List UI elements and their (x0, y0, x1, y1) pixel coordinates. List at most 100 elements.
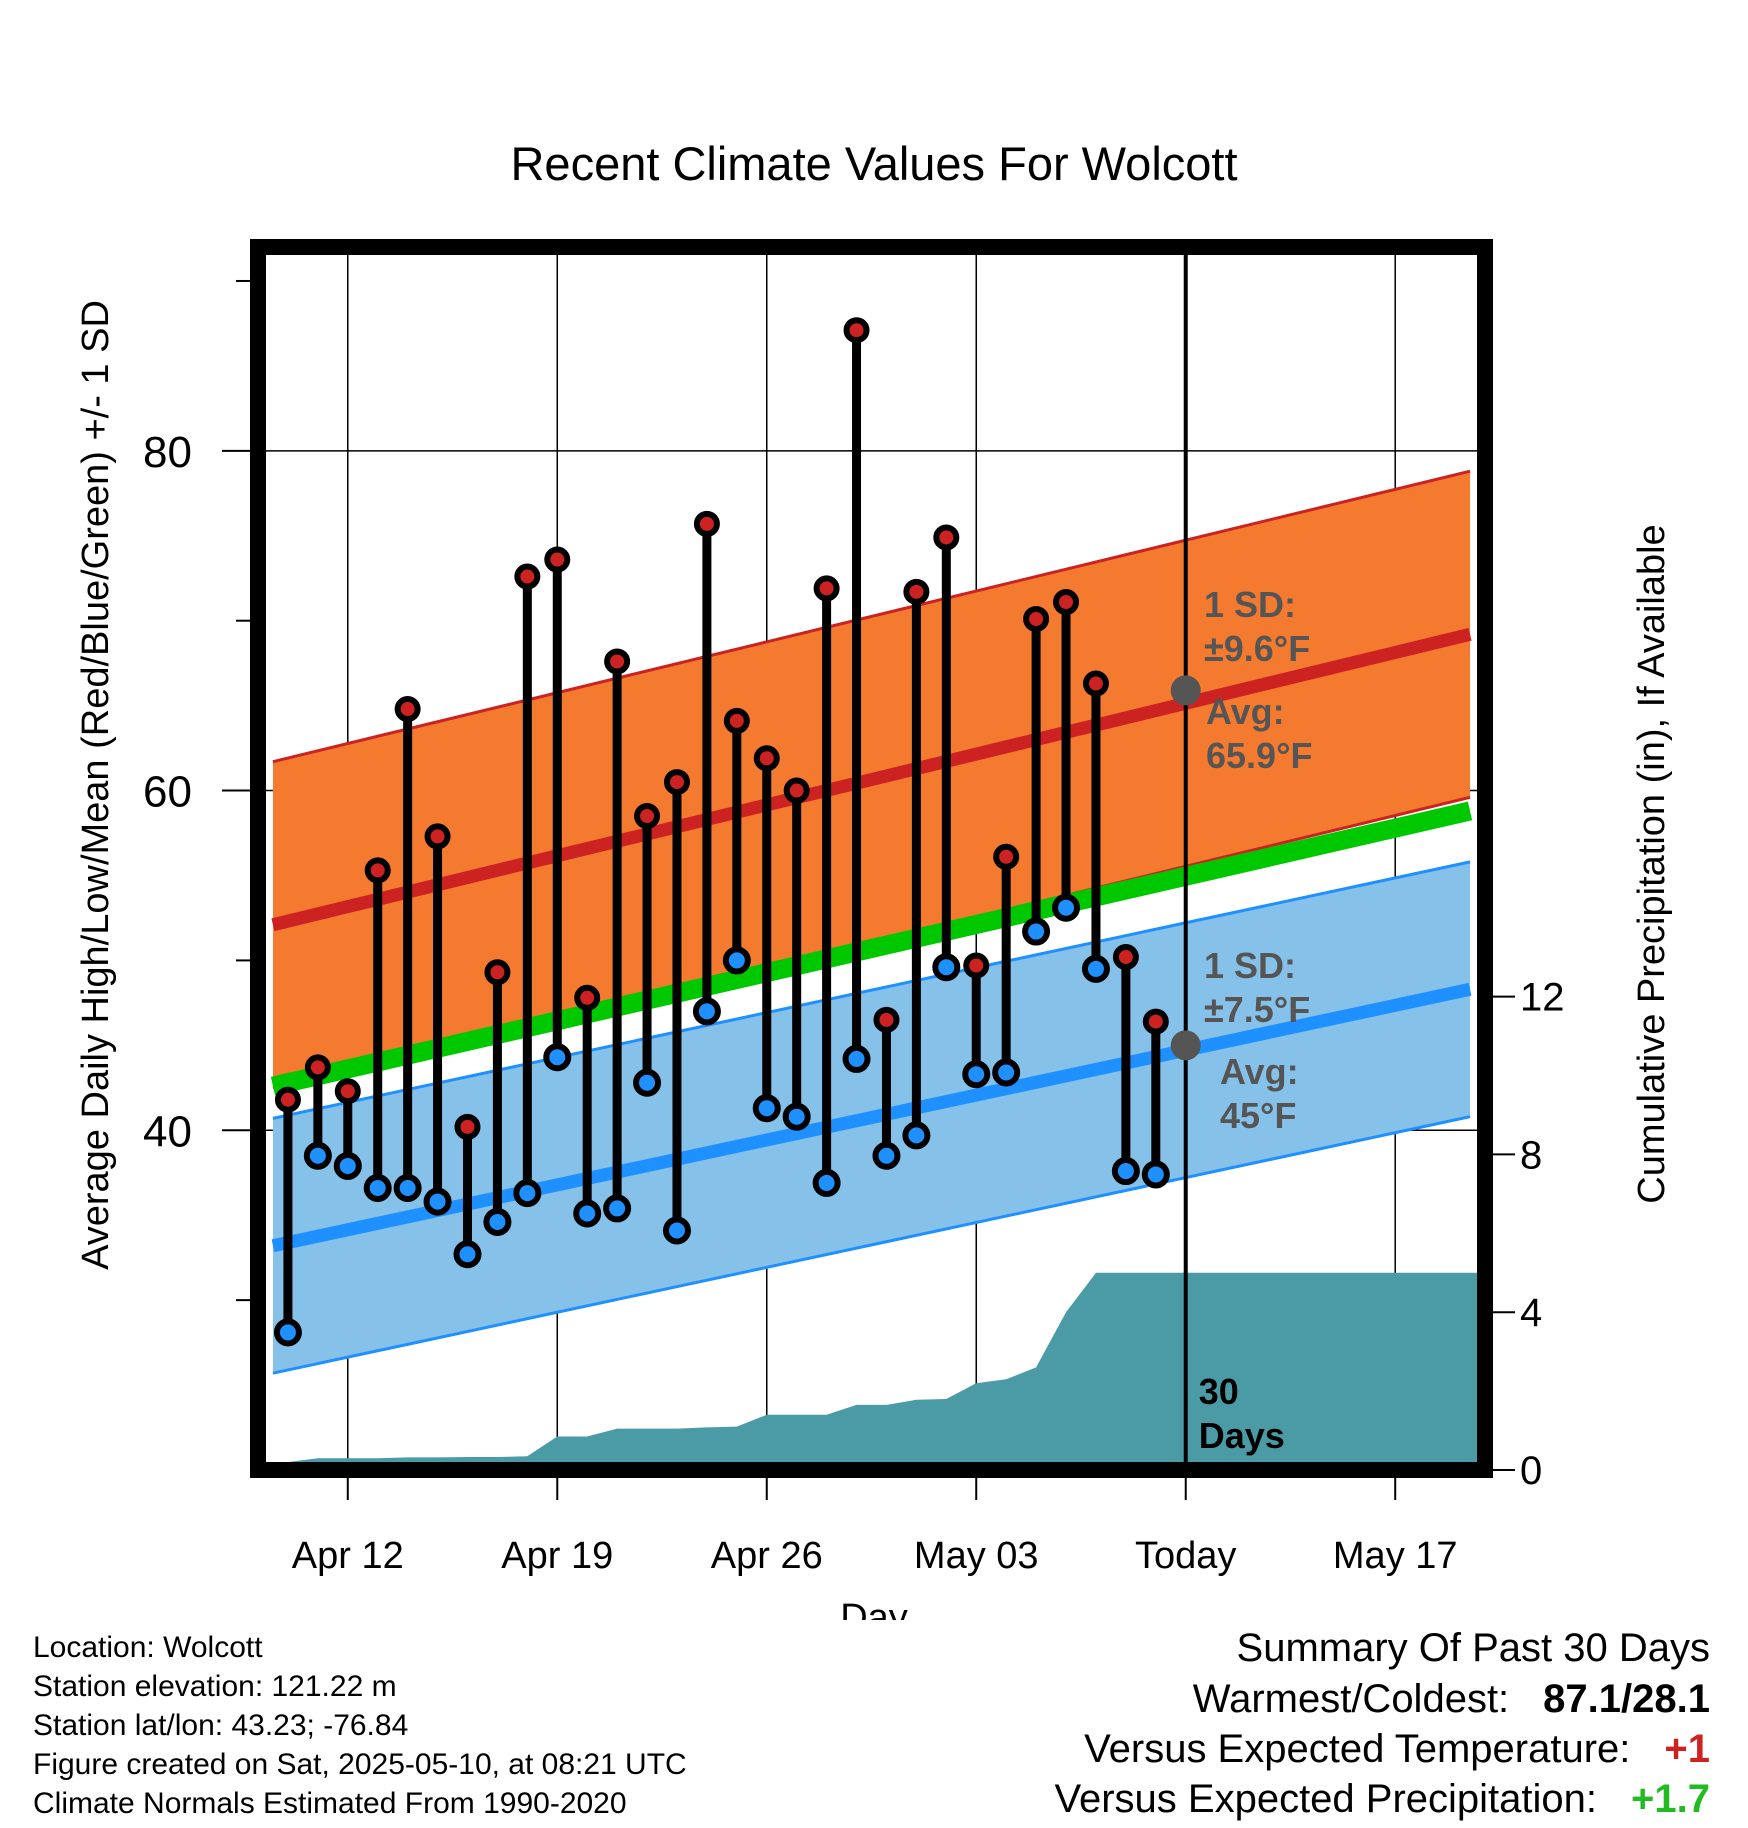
climate-chart: Recent Climate Values For Wolcott 30Days… (75, 137, 1673, 1620)
daily-low-dot (513, 1179, 542, 1208)
x-tick-label: Apr 19 (501, 1535, 613, 1577)
low-avg-label: Avg: (1220, 1051, 1299, 1092)
today-days-label: Days (1199, 1415, 1285, 1456)
daily-high-dot (394, 696, 421, 723)
today-high-avg-dot (1170, 675, 1201, 706)
daily-low-dot (1052, 893, 1081, 922)
y-tick-label-left: 80 (143, 428, 192, 477)
daily-high-dot (454, 1113, 481, 1140)
daily-low-dot (363, 1174, 392, 1203)
high-sd-label: 1 SD: (1204, 584, 1296, 625)
precip-label: Versus Expected Precipitation: (1054, 1777, 1598, 1821)
daily-low-dot (812, 1168, 841, 1197)
daily-high-dot (1082, 670, 1109, 697)
summary-row-precip: Versus Expected Precipitation: +1.7 (1055, 1774, 1711, 1824)
daily-low-dot (692, 997, 721, 1026)
daily-high-dot (903, 578, 930, 605)
y-tick-label-right: 4 (1520, 1291, 1542, 1335)
daily-high-dot (574, 984, 601, 1011)
created-text: Figure created on Sat, 2025-05-10, at 08… (33, 1748, 687, 1781)
daily-low-dot (453, 1240, 482, 1269)
daily-low-dot (543, 1043, 572, 1072)
daily-dots (273, 317, 1170, 1347)
daily-high-dot (634, 803, 661, 830)
daily-low-dot (633, 1068, 662, 1097)
axes: Apr 12 Apr 19 Apr 26 May 03 Today May 1740608… (143, 279, 1565, 1577)
y-tick-label-right: 0 (1520, 1449, 1542, 1493)
x-tick-label: Apr 12 (292, 1535, 404, 1577)
daily-high-dot (1112, 944, 1139, 971)
daily-low-dot (752, 1094, 781, 1123)
normal-high-line (271, 627, 1472, 932)
daily-low-dot (662, 1216, 691, 1245)
normal-mean-line (270, 801, 1473, 1096)
y-tick-label-right: 12 (1520, 976, 1565, 1020)
plot-frame (250, 239, 1493, 1478)
warmest-value: 87.1/28.1 (1543, 1677, 1710, 1721)
daily-low-dot (902, 1121, 931, 1150)
daily-low-dot (992, 1058, 1021, 1087)
high-sd-band-upper-edge (272, 469, 1471, 764)
daily-high-dot (334, 1078, 361, 1105)
daily-low-dot (722, 946, 751, 975)
daily-low-dot (962, 1060, 991, 1089)
today-low-avg-dot (1170, 1030, 1201, 1061)
daily-high-dot (753, 745, 780, 772)
daily-high-dot (813, 575, 840, 602)
x-tick-label: May 03 (914, 1535, 1039, 1577)
daily-high-dot (604, 648, 631, 675)
daily-high-dot (993, 843, 1020, 870)
daily-high-dot (1053, 589, 1080, 616)
daily-high-dot (274, 1086, 301, 1113)
latlon-text: Station lat/lon: 43.23; -76.84 (33, 1709, 409, 1742)
daily-high-dot (783, 777, 810, 804)
summary-row-temp: Versus Expected Temperature: +1 (1055, 1724, 1710, 1774)
daily-low-dot (423, 1187, 452, 1216)
precipitation-area (258, 1272, 1485, 1470)
daily-high-dot (514, 563, 541, 590)
daily-low-dot (782, 1102, 811, 1131)
low-sd-band-lower-edge (272, 1115, 1471, 1375)
high-avg-label: Avg: (1206, 691, 1285, 732)
daily-low-dot (1022, 917, 1051, 946)
daily-low-dot (842, 1044, 871, 1073)
daily-low-dot (393, 1174, 422, 1203)
low-sd-label: 1 SD: (1204, 945, 1296, 986)
daily-high-dot (544, 546, 571, 573)
summary-title: Summary Of Past 30 Days (1236, 1626, 1710, 1670)
daily-high-dot (873, 1006, 900, 1033)
warmest-label: Warmest/Coldest: (1192, 1677, 1510, 1721)
daily-low-dot (932, 953, 961, 982)
daily-low-dot (872, 1141, 901, 1170)
daily-low-dot (573, 1199, 602, 1228)
low-avg-value: 45°F (1220, 1095, 1296, 1136)
daily-high-dot (364, 857, 391, 884)
daily-high-dot (484, 959, 511, 986)
x-tick-label: May 17 (1333, 1535, 1458, 1577)
low-sd-value: ±7.5°F (1204, 989, 1310, 1030)
daily-low-dot (483, 1208, 512, 1237)
high-sd-value: ±9.6°F (1204, 628, 1310, 669)
daily-low-dot (1081, 954, 1110, 983)
x-tick-label: Apr 26 (711, 1535, 823, 1577)
precip-value: +1.7 (1631, 1777, 1710, 1821)
daily-high-dot (693, 510, 720, 537)
daily-low-dot (603, 1194, 632, 1223)
daily-high-dot (933, 524, 960, 551)
temp-label: Versus Expected Temperature: (1084, 1727, 1631, 1771)
y-axis-label-right: Cumulative Precipitation (in), If Availa… (1631, 524, 1673, 1203)
today-days-label: 30 (1199, 1371, 1239, 1412)
summary-row-warmest: Warmest/Coldest: 87.1/28.1 (1055, 1674, 1710, 1724)
daily-low-dot (303, 1141, 332, 1170)
normal-lines (270, 627, 1473, 1253)
x-axis-label: Day (840, 1597, 908, 1620)
daily-low-dot (273, 1318, 302, 1347)
normals-text: Climate Normals Estimated From 1990-2020 (33, 1787, 627, 1820)
y-tick-label-left: 60 (143, 768, 192, 817)
y-tick-label-right: 8 (1520, 1133, 1542, 1177)
daily-high-dot (304, 1054, 331, 1081)
summary-panel: Summary Of Past 30 Days Warmest/Coldest:… (1055, 1622, 1711, 1824)
daily-high-dot (723, 707, 750, 734)
